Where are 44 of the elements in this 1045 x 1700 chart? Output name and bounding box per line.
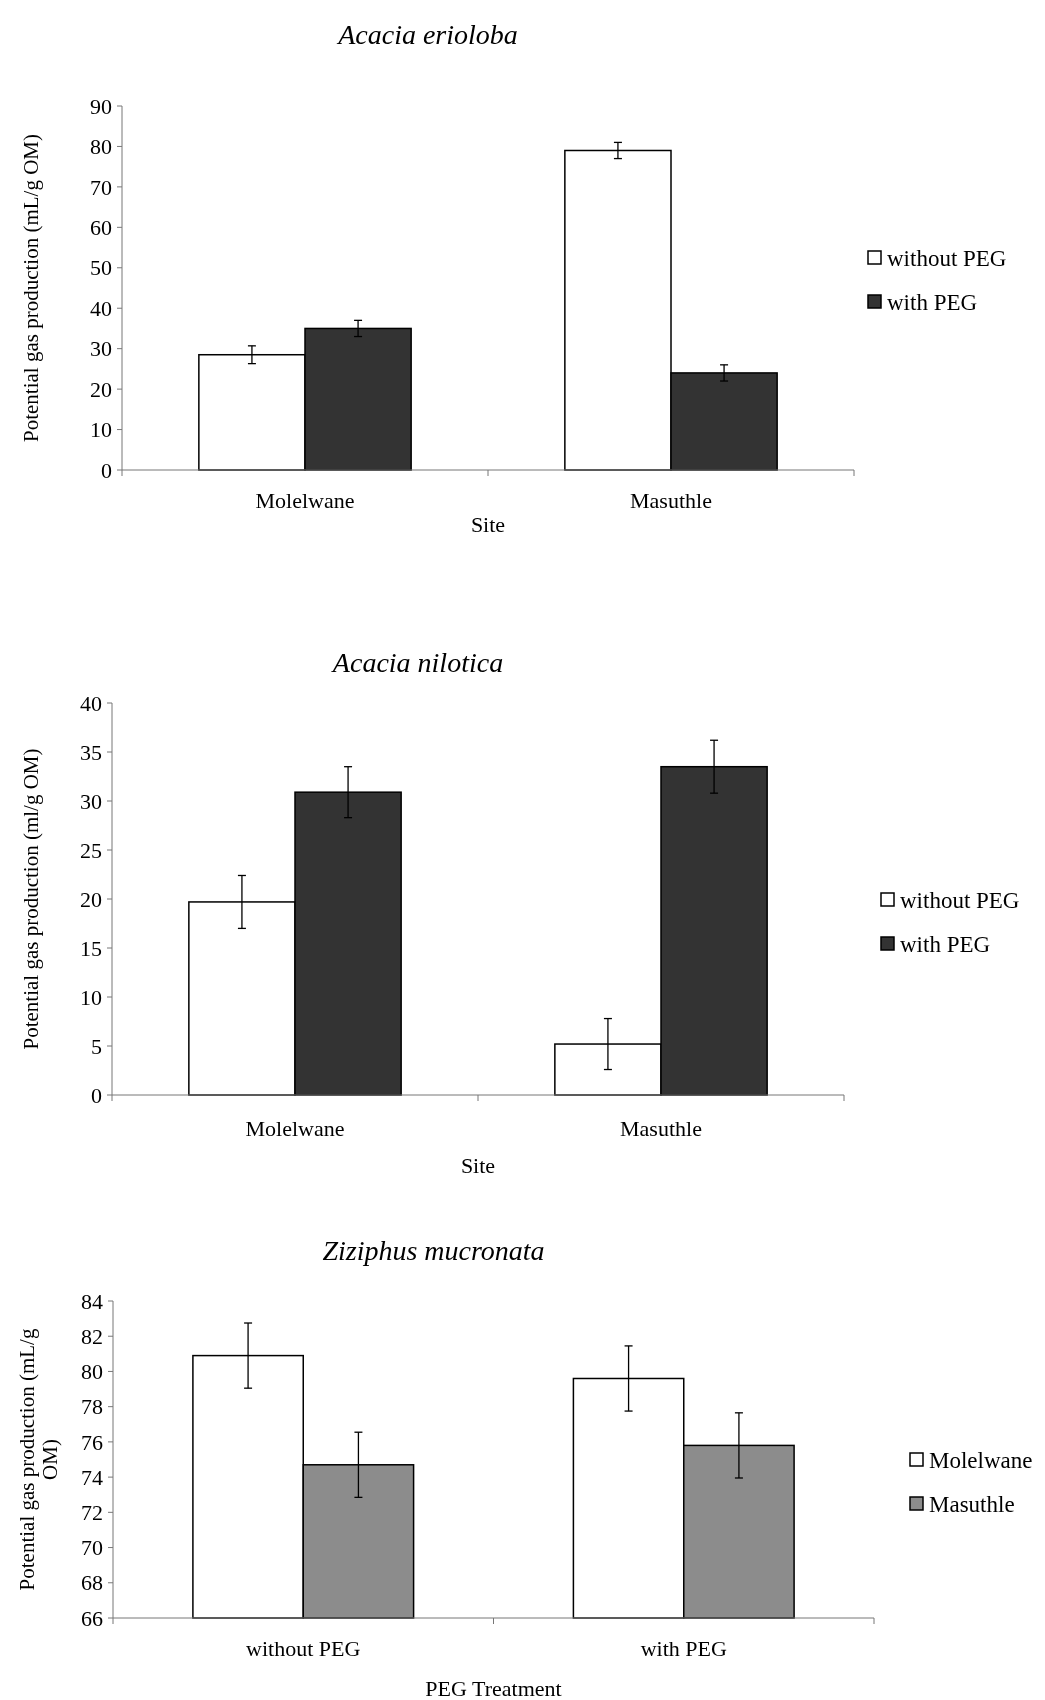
x-axis-title: Site: [470, 512, 506, 537]
legend-label: with PEG: [887, 290, 978, 316]
y-tick-label: 60: [90, 215, 112, 241]
y-tick-label: 78: [81, 1394, 103, 1420]
y-tick-label: 80: [90, 134, 112, 160]
legend-label: without PEG: [900, 888, 1020, 914]
y-tick-label: 66: [81, 1605, 103, 1631]
y-tick-label: 68: [81, 1570, 103, 1596]
y-tick-label: 84: [81, 1288, 103, 1314]
y-tick-label: 15: [80, 935, 102, 961]
chart-title: Acacia erioloba: [336, 19, 518, 50]
y-tick-label: 10: [90, 417, 112, 443]
y-tick-label: 30: [90, 336, 112, 362]
x-axis-title: PEG Treatment: [425, 1676, 562, 1700]
y-tick-label: 90: [90, 93, 112, 119]
y-tick-label: 50: [90, 255, 112, 281]
y-tick-label: 25: [80, 837, 102, 863]
legend-label: Molelwane: [929, 1448, 1033, 1474]
chart-title: Ziziphus mucronata: [322, 1235, 545, 1266]
y-tick-label: 76: [81, 1429, 103, 1455]
y-tick-label: 0: [91, 1082, 102, 1108]
legend-label: Masuthle: [929, 1492, 1015, 1518]
y-tick-label: 20: [90, 376, 112, 402]
chart-title: Acacia nilotica: [330, 647, 504, 678]
legend-label: with PEG: [900, 932, 991, 958]
y-tick-label: 74: [81, 1464, 103, 1490]
y-tick-label: 5: [91, 1033, 102, 1059]
x-axis-title: Site: [460, 1153, 496, 1178]
y-tick-label: 20: [80, 886, 102, 912]
y-tick-label: 0: [101, 457, 112, 483]
y-tick-label: 70: [90, 174, 112, 200]
y-tick-label: 70: [81, 1535, 103, 1561]
y-tick-label: 72: [81, 1500, 103, 1526]
y-tick-label: 80: [81, 1359, 103, 1385]
y-tick-label: 40: [90, 295, 112, 321]
y-tick-label: 10: [80, 984, 102, 1010]
y-axis-title: Potential gas production (mL/g OM): [14, 1328, 62, 1591]
y-axis-title: Potential gas production (mL/g OM): [19, 134, 43, 442]
legend-label: without PEG: [887, 246, 1007, 272]
y-tick-label: 40: [80, 690, 102, 716]
y-tick-label: 82: [81, 1323, 103, 1349]
y-axis-title: Potential gas production (ml/g OM): [19, 748, 43, 1050]
y-tick-label: 35: [80, 739, 102, 765]
y-tick-label: 30: [80, 788, 102, 814]
